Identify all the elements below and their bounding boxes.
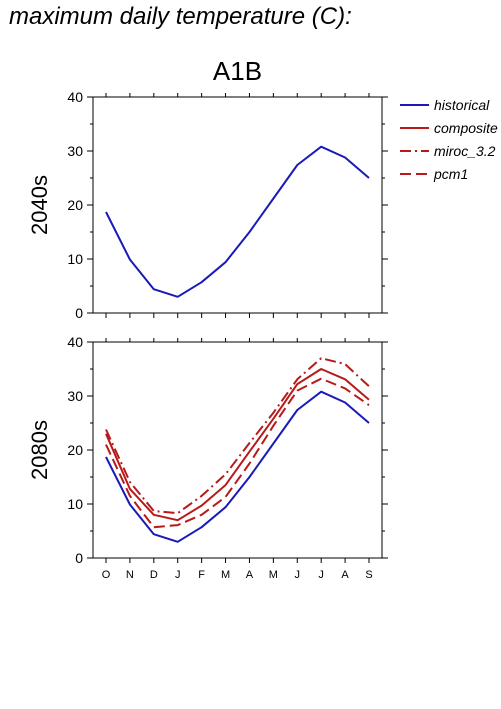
x-tick-label: D (150, 569, 158, 581)
y-tick-label: 10 (67, 251, 83, 267)
series-line-miroc-3-2 (105, 357, 370, 515)
x-tick-label: J (175, 569, 181, 581)
legend-label: miroc_3.2 (434, 143, 496, 159)
y-tick-label: 30 (67, 143, 83, 159)
x-tick-label: M (221, 569, 230, 581)
x-tick-label: J (318, 569, 324, 581)
x-tick-label: O (102, 569, 111, 581)
plot-frame (92, 96, 383, 314)
x-tick-label: M (269, 569, 278, 581)
figure-title: maximum daily temperature (C): (9, 3, 352, 30)
plot-frame (92, 341, 383, 559)
panel-label: 2080s (27, 420, 52, 480)
series-line-composite (105, 368, 370, 522)
x-tick-label: N (126, 569, 134, 581)
y-tick-label: 20 (67, 442, 83, 458)
x-tick-label: S (365, 569, 372, 581)
y-tick-label: 0 (75, 305, 83, 321)
legend-label: composite (434, 120, 498, 136)
legend-label: historical (434, 97, 490, 113)
legend-label: pcm1 (433, 166, 468, 182)
panel-label: 2040s (27, 175, 52, 235)
y-tick-label: 10 (67, 496, 83, 512)
y-tick-label: 30 (67, 388, 83, 404)
series-line-pcm1 (105, 377, 370, 529)
chart-title: A1B (213, 56, 262, 86)
x-tick-label: J (295, 569, 301, 581)
series-line-historical (105, 390, 370, 543)
y-tick-label: 0 (75, 550, 83, 566)
x-tick-label: F (198, 569, 205, 581)
y-tick-label: 40 (67, 89, 83, 105)
x-tick-label: A (341, 569, 349, 581)
y-tick-label: 20 (67, 197, 83, 213)
y-tick-label: 40 (67, 334, 83, 350)
series-line-historical (105, 145, 370, 298)
x-tick-label: A (246, 569, 254, 581)
